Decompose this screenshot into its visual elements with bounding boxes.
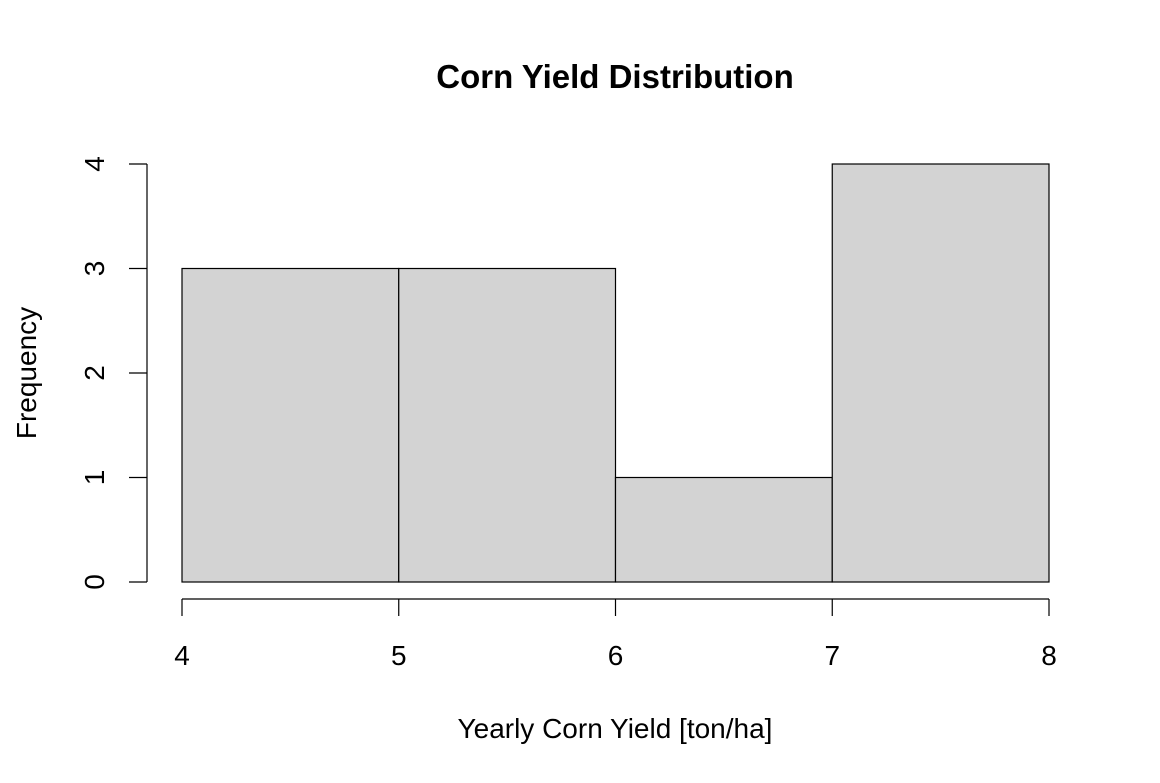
chart-title: Corn Yield Distribution: [436, 58, 794, 95]
x-tick-label-7: 7: [824, 640, 840, 671]
y-tick-label-3: 3: [79, 261, 110, 277]
y-axis-label: Frequency: [11, 307, 42, 439]
x-axis-label: Yearly Corn Yield [ton/ha]: [458, 713, 773, 744]
histogram-bar-4: [831, 163, 1050, 583]
histogram-bar-2: [398, 267, 617, 583]
x-tick-label-5: 5: [391, 640, 407, 671]
x-axis: 4 5 6 7 8: [174, 598, 1057, 671]
histogram-bar-1: [181, 267, 400, 583]
y-tick-label-0: 0: [79, 574, 110, 590]
histogram-bar-3: [614, 476, 833, 583]
x-tick-label-4: 4: [174, 640, 190, 671]
x-tick-label-6: 6: [608, 640, 624, 671]
y-axis: 0 1 2 3 4: [79, 156, 148, 590]
y-tick-label-4: 4: [79, 156, 110, 172]
y-tick-label-1: 1: [79, 470, 110, 486]
y-tick-label-2: 2: [79, 365, 110, 381]
bars-group: [181, 163, 1050, 583]
x-tick-label-8: 8: [1041, 640, 1057, 671]
